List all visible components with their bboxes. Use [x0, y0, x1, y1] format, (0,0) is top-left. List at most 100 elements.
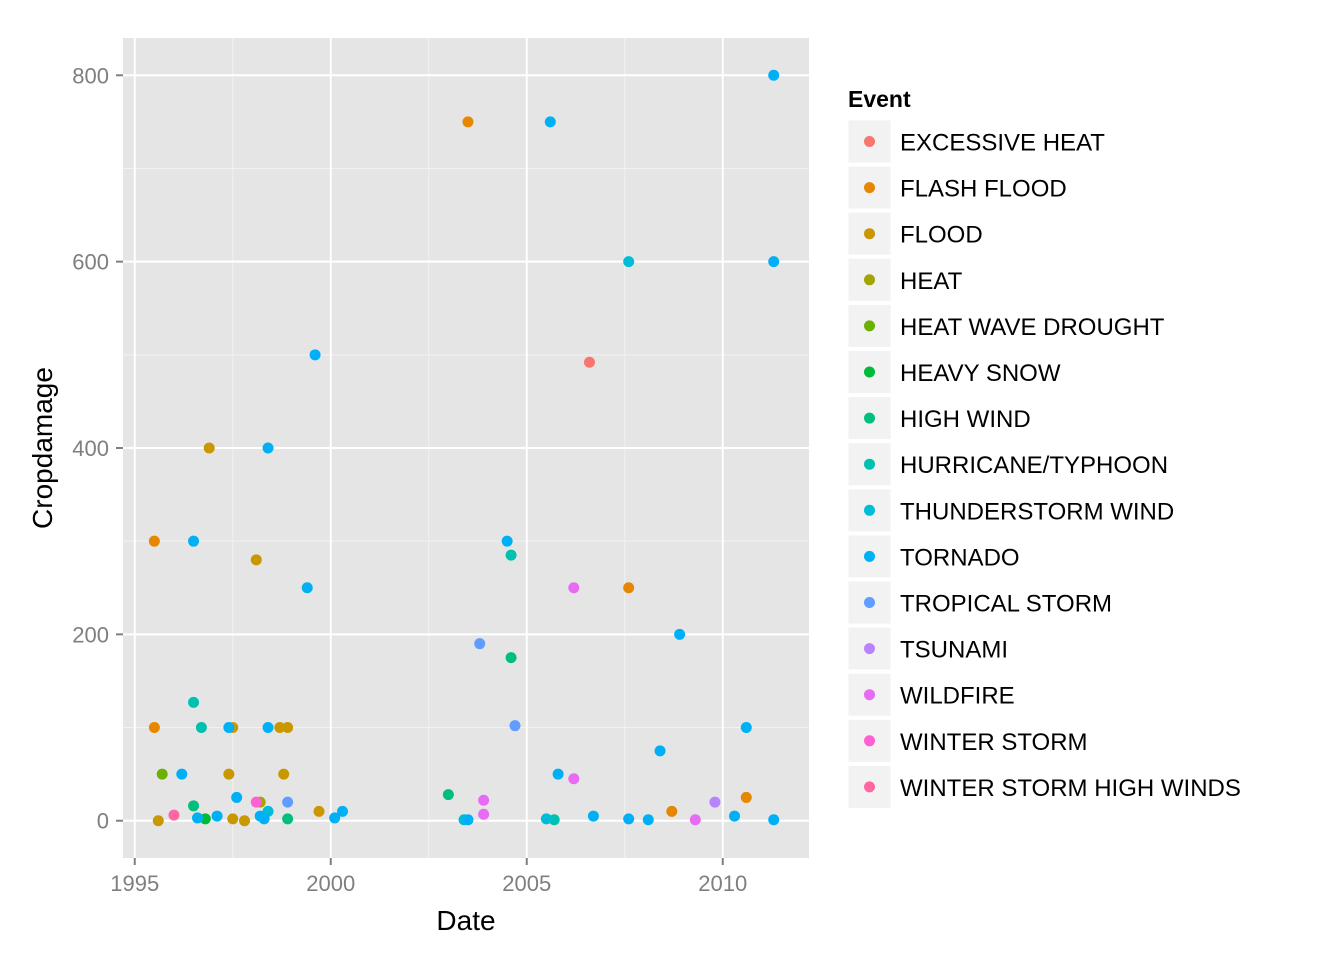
legend-label-winter-storm: WINTER STORM	[900, 729, 1088, 756]
legend-marker-high-wind	[864, 412, 875, 424]
point-tornado	[262, 442, 274, 454]
point-high-wind	[505, 652, 517, 664]
grid-major	[123, 38, 809, 858]
point-flood	[250, 554, 262, 566]
point-tornado	[729, 810, 741, 822]
point-wildfire	[568, 773, 580, 785]
point-tornado	[223, 722, 235, 734]
point-tornado	[740, 722, 752, 734]
point-hurricane-typhoon	[505, 549, 517, 561]
legend-marker-tornado	[864, 550, 875, 562]
legend-key-tropical-storm	[847, 580, 892, 625]
point-tornado	[211, 810, 223, 822]
point-tornado	[301, 582, 313, 594]
point-thunderstorm-wind	[623, 256, 635, 268]
point-high-wind	[282, 813, 294, 825]
legend-label-heat-wave-drought: HEAT WAVE DROUGHT	[900, 314, 1165, 341]
point-tornado	[329, 812, 341, 824]
data-points	[148, 69, 780, 827]
point-wildfire	[689, 814, 701, 826]
legend-marker-thunderstorm-wind	[864, 504, 875, 516]
point-tornado	[191, 812, 203, 824]
legend-label-tsunami: TSUNAMI	[900, 637, 1008, 664]
point-wildfire	[478, 794, 490, 806]
point-tornado	[258, 813, 270, 825]
y-axis-title: Cropdamage	[27, 367, 58, 529]
legend-marker-tropical-storm	[864, 597, 875, 608]
point-thunderstorm-wind	[540, 813, 552, 825]
point-flood	[203, 442, 215, 454]
legend-marker-hurricane-typhoon	[864, 458, 875, 470]
legend-label-flood: FLOOD	[900, 222, 983, 249]
legend-marker-excessive-heat	[864, 136, 875, 147]
point-tropical-storm	[509, 720, 521, 732]
legend-label-heavy-snow: HEAVY SNOW	[900, 360, 1061, 387]
legend-marker-heat-wave-drought	[864, 320, 875, 332]
point-flash-flood	[666, 805, 678, 817]
point-tornado	[768, 256, 780, 268]
point-winter-storm	[250, 796, 262, 808]
point-tornado	[188, 535, 200, 547]
point-flash-flood	[148, 535, 160, 547]
x-axis: 1995 2000 2005 2010	[110, 858, 747, 896]
point-flash-flood	[740, 791, 752, 803]
point-tornado	[552, 768, 564, 780]
point-heat-wave-drought	[156, 768, 168, 780]
point-flash-flood	[623, 582, 635, 594]
legend-label-tropical-storm: TROPICAL STORM	[900, 591, 1112, 618]
point-high-wind	[442, 789, 454, 801]
y-tick-label: 200	[72, 622, 109, 647]
point-tropical-storm	[282, 796, 294, 808]
legend-marker-wildfire	[864, 689, 875, 701]
y-tick-label: 800	[72, 63, 109, 88]
point-flood	[152, 815, 164, 827]
legend-label-high-wind: HIGH WIND	[900, 406, 1031, 433]
point-tornado	[768, 69, 780, 81]
legend-marker-tsunami	[864, 643, 875, 655]
legend-label-winter-storm-high-winds: WINTER STORM HIGH WINDS	[900, 775, 1241, 802]
point-tornado	[262, 722, 274, 734]
y-tick-label: 600	[72, 250, 109, 275]
legend-label-flash-flood: FLASH FLOOD	[900, 176, 1067, 203]
x-tick-label: 2005	[502, 871, 551, 896]
point-flood	[239, 815, 251, 827]
point-excessive-heat	[583, 356, 595, 368]
legend-label-thunderstorm-wind: THUNDERSTORM WIND	[900, 498, 1174, 525]
point-flood	[278, 768, 290, 780]
legend-label-heat: HEAT	[900, 268, 963, 295]
legend-marker-winter-storm	[864, 735, 875, 747]
legend-marker-heat	[864, 274, 875, 286]
point-tornado	[642, 814, 654, 826]
y-tick-label: 400	[72, 436, 109, 461]
point-tornado	[337, 805, 349, 817]
point-tornado	[587, 810, 599, 822]
point-flood	[282, 722, 294, 734]
legend-label-hurricane-typhoon: HURRICANE/TYPHOON	[900, 452, 1168, 479]
legend-marker-winter-storm-high-winds	[864, 781, 875, 793]
point-tornado	[501, 535, 513, 547]
point-tornado	[309, 349, 321, 361]
point-tsunami	[709, 796, 721, 808]
y-axis: 0 200 400 600 800	[72, 63, 123, 834]
point-tornado	[176, 768, 188, 780]
point-flood	[274, 722, 286, 734]
point-tornado	[231, 791, 243, 803]
point-hurricane-typhoon	[195, 722, 207, 734]
point-tornado	[462, 814, 474, 826]
legend-label-wildfire: WILDFIRE	[900, 683, 1015, 710]
point-high-wind	[188, 800, 200, 812]
legend-marker-flash-flood	[864, 182, 875, 194]
point-tornado	[544, 116, 556, 128]
point-tornado	[674, 628, 686, 640]
x-tick-label: 2010	[698, 871, 747, 896]
legend-marker-flood	[864, 228, 875, 240]
y-tick-label: 0	[97, 809, 109, 834]
point-flash-flood	[462, 116, 474, 128]
point-hurricane-typhoon	[188, 696, 200, 708]
x-axis-title: Date	[436, 905, 495, 936]
point-flash-flood	[148, 722, 160, 734]
point-flood	[223, 768, 235, 780]
point-winter-storm-high-winds	[168, 809, 180, 821]
legend: Event EXCESSIVE HEAT FLASH FLOOD FLOOD HEAT…	[847, 86, 1241, 809]
